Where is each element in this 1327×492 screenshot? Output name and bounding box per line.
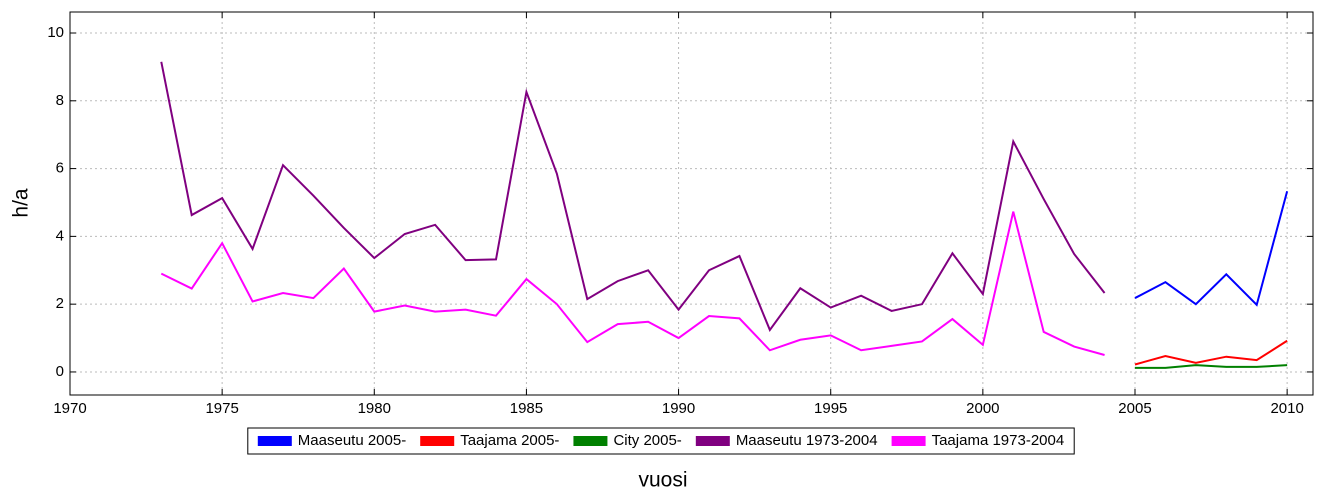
y-tick-label: 6 [56, 160, 64, 177]
legend-swatch [573, 436, 608, 446]
x-tick-label: 1990 [662, 400, 695, 417]
x-tick-label: 1985 [510, 400, 543, 417]
legend-label: City 2005- [613, 432, 681, 449]
x-tick-label: 1975 [205, 400, 238, 417]
y-tick-label: 4 [56, 227, 64, 244]
y-tick-label: 8 [56, 92, 64, 109]
y-tick-label: 0 [56, 363, 64, 380]
plot-frame [69, 11, 1314, 396]
line [1134, 364, 1288, 369]
legend-box [247, 427, 1075, 455]
legend-swatch [891, 436, 926, 446]
legend: Maaseutu 2005- Taajama 2005- City 2005- Maa… [247, 427, 1075, 455]
x-tick-label: 2005 [1118, 400, 1151, 417]
legend-label: Maaseutu 1973-2004 [736, 432, 878, 449]
x-tick-label: 1970 [53, 400, 86, 417]
legend-swatch [257, 436, 292, 446]
x-tick-label: 1980 [358, 400, 391, 417]
legend-label: Taajama 1973-2004 [932, 432, 1065, 449]
y-tick-label: 10 [47, 24, 64, 41]
legend-label: Taajama 2005- [460, 432, 559, 449]
x-tick-label: 2010 [1270, 400, 1303, 417]
legend-swatch [420, 436, 455, 446]
x-tick-label: 2000 [966, 400, 999, 417]
x-axis-label: vuosi [638, 469, 687, 492]
line [160, 211, 1105, 356]
y-axis-label: h/a [10, 188, 33, 218]
line [1134, 191, 1289, 307]
line [1134, 339, 1288, 366]
y-tick-label: 2 [56, 295, 64, 312]
x-tick-label: 1995 [814, 400, 847, 417]
legend-swatch [695, 436, 730, 446]
line [160, 61, 1106, 332]
legend-label: Maaseutu 2005- [298, 432, 406, 449]
